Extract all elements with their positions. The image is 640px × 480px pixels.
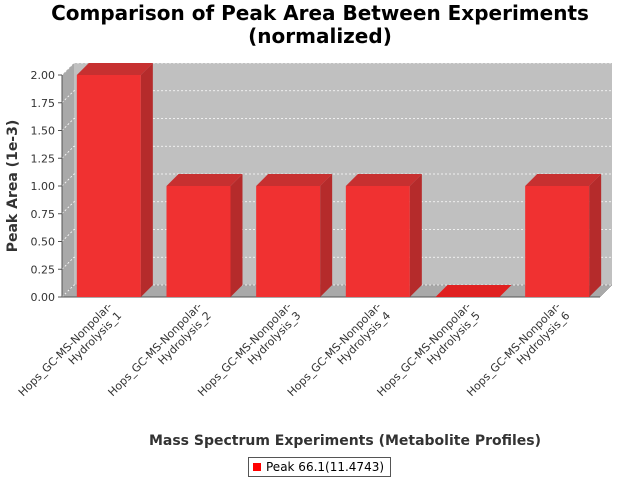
bar-side (230, 174, 243, 297)
bar-top (256, 174, 333, 186)
bar-side (140, 63, 153, 297)
y-tick-label: 0.25 (31, 263, 56, 276)
bar (525, 186, 590, 297)
x-axis-label: Mass Spectrum Experiments (Metabolite Pr… (149, 433, 541, 449)
y-axis-label: Peak Area (1e-3) (5, 120, 21, 253)
gridline (61, 118, 612, 131)
legend-label: Peak 66.1(11.4743) (266, 460, 385, 474)
gridline (61, 201, 612, 215)
gridline (61, 173, 612, 187)
chart-title-line-2: (normalized) (248, 24, 392, 48)
bar-side (409, 174, 422, 297)
y-tick-label: 1.75 (31, 97, 56, 110)
bar (345, 186, 410, 297)
gridline (61, 229, 612, 242)
legend-swatch (253, 463, 261, 471)
bar (256, 186, 321, 297)
bar-top (345, 174, 422, 186)
bar (435, 285, 512, 297)
chart-title: Comparison of Peak Area Between Experime… (0, 2, 640, 48)
bar-top (525, 174, 602, 186)
y-tick-label: 1.25 (31, 152, 56, 165)
bar (166, 186, 231, 297)
gridline (61, 284, 612, 298)
y-tick-label: 1.50 (31, 125, 56, 138)
gridline (61, 90, 612, 104)
y-tick-label: 0.75 (31, 208, 56, 221)
y-tick-label: 0.50 (31, 236, 56, 249)
bar-side (589, 174, 602, 297)
chart-title-line-1: Comparison of Peak Area Between Experime… (51, 1, 589, 25)
bar-top (76, 63, 153, 75)
y-tick-label: 0.00 (31, 291, 56, 304)
y-tick-label: 2.00 (31, 69, 56, 82)
gridline (61, 62, 612, 76)
legend: Peak 66.1(11.4743) (248, 457, 392, 477)
gridline (61, 145, 612, 159)
gridline (61, 256, 612, 270)
bar-side (320, 174, 333, 297)
bar-top (166, 174, 243, 186)
bar (76, 75, 141, 297)
y-tick-label: 1.00 (31, 180, 56, 193)
